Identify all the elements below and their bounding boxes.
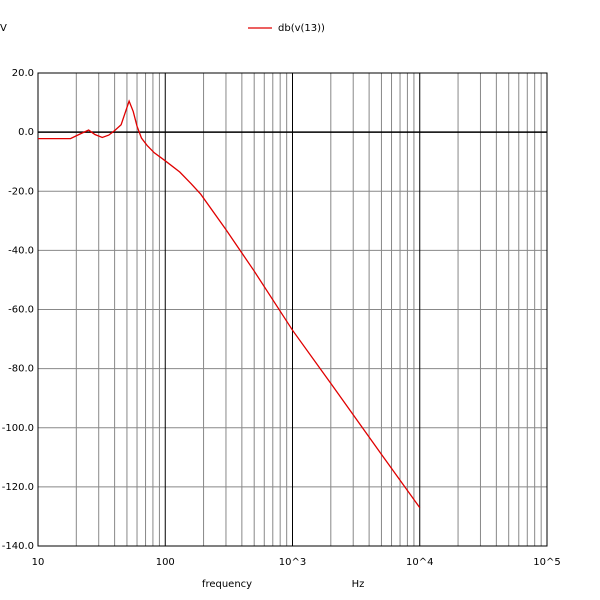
x-axis-unit: Hz bbox=[352, 579, 365, 590]
y-tick-label: -60.0 bbox=[8, 305, 34, 316]
y-tick-label: 20.0 bbox=[12, 68, 34, 79]
x-tick-label: 10 bbox=[32, 557, 45, 568]
x-tick-label: 10^5 bbox=[533, 557, 560, 568]
x-tick-label: 10^4 bbox=[406, 557, 433, 568]
y-tick-label: -80.0 bbox=[8, 364, 34, 375]
y-tick-label: -100.0 bbox=[2, 423, 34, 434]
y-tick-label: 0.0 bbox=[18, 127, 34, 138]
y-tick-label: -140.0 bbox=[2, 541, 34, 552]
x-tick-label: 10^3 bbox=[279, 557, 306, 568]
y-tick-label: -120.0 bbox=[2, 482, 34, 493]
y-tick-label: -20.0 bbox=[8, 186, 34, 197]
plot-frame bbox=[37, 72, 548, 547]
y-axis-label: V bbox=[0, 23, 7, 34]
legend-label: db(v(13)) bbox=[278, 23, 325, 34]
y-tick-label: -40.0 bbox=[8, 245, 34, 256]
x-tick-label: 100 bbox=[156, 557, 175, 568]
x-axis-label: frequency bbox=[202, 579, 252, 590]
series-line bbox=[38, 99, 421, 508]
